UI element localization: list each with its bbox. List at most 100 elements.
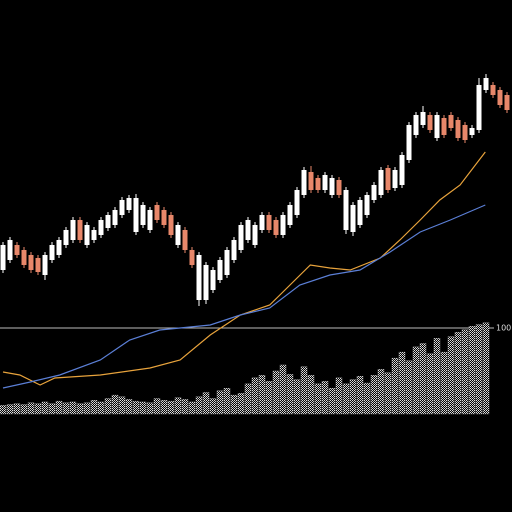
volume-bar — [419, 343, 427, 415]
volume-bar — [391, 357, 399, 415]
candle-body — [441, 118, 447, 135]
volume-bar — [405, 360, 413, 415]
volume-bar — [412, 346, 420, 415]
volume-bar — [237, 393, 245, 415]
candle-body — [119, 200, 125, 215]
candle-body — [434, 115, 440, 138]
candle-body — [343, 190, 349, 230]
volume-bar — [132, 400, 140, 415]
candle-body — [21, 250, 27, 265]
candle-body — [448, 115, 454, 128]
candle-body — [189, 250, 195, 265]
volume-bar — [97, 401, 105, 415]
candle-body — [98, 220, 104, 235]
volume-bar — [384, 372, 392, 415]
volume-bar — [104, 398, 112, 415]
volume-bar — [356, 376, 364, 415]
candle-body — [322, 175, 328, 190]
volume-bar — [349, 379, 357, 415]
candle-body — [364, 195, 370, 215]
volume-bar — [13, 403, 21, 415]
volume-bar — [41, 401, 49, 415]
volume-bar — [461, 329, 469, 415]
candle-body — [14, 245, 20, 255]
volume-bar — [433, 338, 441, 415]
candle-body — [175, 225, 181, 245]
candle-body — [112, 210, 118, 225]
volume-bar — [454, 332, 462, 415]
candle-body — [329, 178, 335, 195]
candle-body — [7, 240, 13, 260]
candle-body — [126, 198, 132, 210]
volume-bar — [181, 399, 189, 415]
candle-body — [294, 190, 300, 215]
volume-bar — [160, 400, 168, 415]
volume-bar — [167, 400, 175, 415]
volume-bar — [27, 402, 35, 415]
candle-body — [0, 245, 6, 270]
volume-tick-label: 100 — [496, 324, 511, 333]
candle-body — [168, 215, 174, 235]
volume-bar — [440, 351, 448, 415]
volume-bar — [314, 383, 322, 415]
candle-body — [399, 155, 405, 185]
candle-body — [315, 178, 321, 190]
volume-bar — [279, 364, 287, 415]
candle-body — [266, 215, 272, 230]
volume-bar — [265, 381, 273, 415]
moving-average-line — [2, 151, 486, 386]
candle-body — [182, 230, 188, 250]
moving-average-line — [2, 204, 486, 389]
volume-bar — [6, 404, 14, 415]
candle-body — [42, 255, 48, 275]
candle-body — [35, 258, 41, 272]
volume-bar — [272, 370, 280, 415]
candle-body — [196, 255, 202, 300]
candle-body — [350, 205, 356, 232]
volume-bar — [482, 322, 490, 415]
candle-body — [336, 180, 342, 195]
volume-bar — [230, 394, 238, 415]
candle-body — [217, 260, 223, 280]
volume-bar — [111, 394, 119, 415]
volume-bar — [139, 401, 147, 415]
candle-body — [49, 245, 55, 260]
volume-bar — [426, 353, 434, 415]
candle-body — [490, 85, 496, 95]
volume-bar — [342, 383, 350, 415]
candle-body — [392, 170, 398, 188]
candle-body — [84, 225, 90, 245]
candle-body — [504, 95, 510, 110]
volume-bar — [335, 377, 343, 415]
volume-bar — [293, 379, 301, 415]
volume-bar — [48, 403, 56, 415]
volume-bar — [125, 399, 133, 415]
volume-bar — [146, 402, 154, 415]
candle-body — [133, 198, 139, 232]
candle-body — [455, 120, 461, 138]
candle-body — [483, 78, 489, 90]
volume-bar — [258, 375, 266, 415]
volume-bar — [286, 374, 294, 415]
candle-body — [224, 250, 230, 275]
volume-bar — [216, 390, 224, 415]
candle-body — [252, 225, 258, 245]
candle-body — [413, 115, 419, 135]
volume-bar — [363, 382, 371, 415]
volume-bar — [174, 397, 182, 415]
candle-body — [238, 225, 244, 250]
candle-body — [497, 90, 503, 105]
volume-bar — [20, 404, 28, 415]
candle-body — [210, 270, 216, 290]
volume-bar — [90, 400, 98, 415]
volume-bar — [321, 381, 329, 415]
volume-bar — [370, 375, 378, 415]
volume-bar — [195, 396, 203, 415]
volume-bar — [244, 383, 252, 415]
candle-body — [91, 230, 97, 240]
candle-body — [420, 112, 426, 125]
volume-bar — [328, 388, 336, 415]
candle-body — [280, 215, 286, 235]
volume-bar — [251, 377, 259, 415]
volume-bar — [153, 398, 161, 415]
